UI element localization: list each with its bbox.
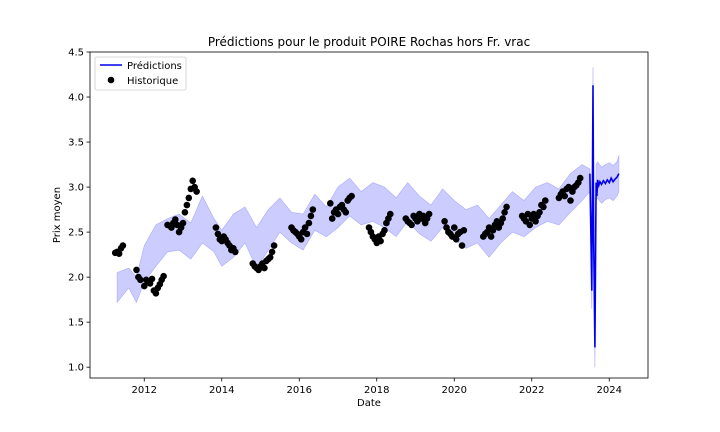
historique-point [451, 224, 458, 231]
x-tick-label: 2014 [209, 385, 234, 396]
historique-point [576, 174, 584, 182]
historique-point [567, 197, 574, 204]
historique-point [189, 177, 196, 185]
y-tick-label: 2.5 [68, 228, 84, 239]
legend: Prédictions Historique [94, 56, 187, 91]
y-axis-label: Prix moyen [52, 187, 63, 243]
legend-prediction-label: Prédictions [127, 60, 182, 72]
historique-point [561, 192, 568, 200]
x-axis-ticks: 2012 2014 2016 2018 2020 2022 2024 [132, 378, 622, 396]
y-tick-label: 4.0 [68, 93, 84, 104]
historique-point [141, 282, 148, 290]
historique-point [115, 250, 123, 257]
historique-point [452, 236, 460, 243]
x-tick-label: 2020 [442, 385, 467, 396]
historique-point [133, 266, 140, 274]
historique-point [148, 275, 156, 283]
historique-point [348, 192, 355, 200]
y-tick-label: 3.0 [68, 183, 84, 194]
historique-point [183, 201, 191, 209]
plot-area [111, 67, 620, 368]
historique-point [152, 290, 160, 297]
historique-point [524, 210, 532, 218]
historique-point [303, 230, 311, 238]
historique-point [179, 219, 187, 227]
historique-point [212, 224, 220, 231]
y-tick-label: 1.0 [68, 363, 84, 374]
historique-point [501, 209, 508, 216]
historique-point [499, 215, 507, 222]
historique-point [261, 264, 268, 272]
historique-point [489, 227, 497, 234]
y-tick-label: 2.0 [68, 273, 84, 284]
prediction-line [589, 85, 620, 348]
y-axis-ticks: 1.0 1.5 2.0 2.5 3.0 3.5 4.0 4.5 [68, 48, 90, 374]
historique-point [460, 227, 468, 234]
historique-point [334, 210, 342, 218]
historique-point [214, 230, 222, 238]
historique-point [425, 210, 433, 218]
historique-point [327, 200, 334, 207]
historique-point [172, 216, 179, 223]
historique-point [328, 215, 336, 222]
chart-title: Prédictions pour le produit POIRE Rochas… [208, 35, 530, 49]
historique-point [441, 218, 448, 225]
axes-frame [89, 51, 649, 379]
historique-point [193, 188, 200, 195]
historique-point [309, 206, 317, 213]
y-tick-label: 1.5 [68, 318, 84, 329]
historique-point [297, 236, 305, 243]
historique-point [137, 276, 144, 284]
historique-point [532, 218, 539, 225]
x-tick-label: 2022 [519, 385, 544, 396]
historique-point [540, 203, 547, 211]
prediction-interval-band [116, 67, 620, 368]
historique-point [381, 227, 388, 234]
x-tick-label: 2016 [287, 385, 312, 396]
x-tick-label: 2024 [597, 385, 622, 396]
historique-point [160, 272, 167, 280]
x-tick-label: 2012 [132, 385, 157, 396]
historique-point [565, 183, 572, 191]
historique-point [377, 237, 384, 245]
historique-point [342, 209, 350, 216]
historique-point [232, 248, 239, 256]
historique-point [305, 219, 313, 227]
x-tick-label: 2018 [364, 385, 389, 396]
historique-point [387, 210, 394, 218]
historique-point [266, 253, 274, 261]
historique-point [270, 242, 278, 249]
legend-historique-swatch [107, 76, 115, 84]
x-axis-label: Date [357, 398, 381, 409]
historique-point [119, 242, 127, 249]
historique-points [111, 174, 584, 297]
historique-point [268, 248, 276, 256]
historique-point [185, 194, 193, 202]
historique-point [307, 212, 315, 220]
y-tick-label: 4.5 [68, 48, 84, 59]
historique-point [181, 209, 189, 216]
historique-point [503, 203, 510, 211]
historique-point [408, 221, 415, 229]
historique-point [458, 242, 466, 249]
historique-point [526, 221, 534, 229]
historique-point [536, 209, 543, 216]
historique-point [301, 224, 309, 231]
historique-point [487, 233, 495, 240]
historique-point [542, 197, 549, 204]
y-tick-label: 3.5 [68, 138, 84, 149]
legend-historique-label: Historique [127, 76, 178, 87]
